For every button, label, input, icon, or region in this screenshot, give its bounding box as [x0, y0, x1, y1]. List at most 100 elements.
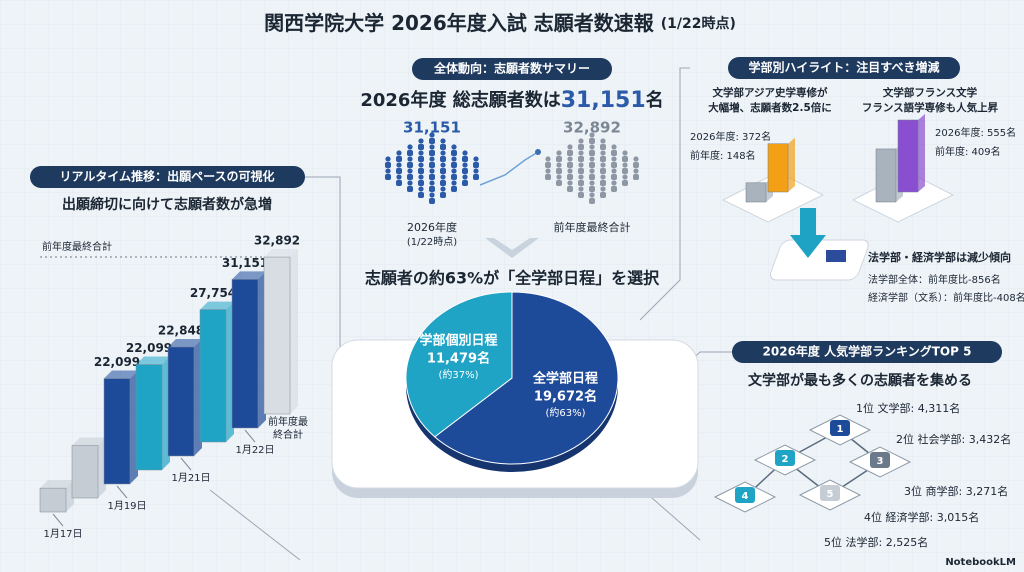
headline-value: 31,151 [561, 88, 646, 113]
decline-line: 法学部全体：前年度比-856名 [868, 273, 1001, 286]
person-head [385, 156, 391, 162]
headline-suffix: 名 [646, 89, 664, 111]
person-head [600, 150, 606, 156]
x-tick-label: 1月17日 [43, 528, 82, 540]
bar-top [232, 271, 266, 280]
trend-dot [535, 149, 541, 155]
highlight-bar-side [918, 114, 925, 192]
person-body [600, 156, 606, 162]
person-body [429, 174, 435, 180]
previous-label: 前年度最終合計 [554, 220, 631, 234]
person-head [633, 168, 639, 174]
highlight-badge [728, 57, 960, 79]
x-label-leader [180, 457, 192, 471]
headline-prefix: 2026年度 総志願者数は [360, 89, 560, 111]
person-head [407, 156, 413, 162]
ranking: 1 1位 文学部: 4,311名 2 2位 社会学部: 3,432名 3 3位 商学部: … [713, 401, 1011, 549]
person-head [407, 144, 413, 150]
highlight-platform [721, 171, 825, 223]
bar-badge-text: リアルタイム推移：出願ペースの可視化 [59, 169, 274, 184]
person-body [611, 150, 617, 156]
person-head [440, 150, 446, 156]
person-body [578, 144, 584, 150]
bar [167, 346, 195, 457]
ranking-badge [732, 341, 1002, 363]
person-body [600, 144, 606, 150]
slice-percent: (約63%) [545, 406, 585, 419]
person-head [451, 168, 457, 174]
person-head [600, 186, 606, 192]
slice-name: 全学部日程 [532, 370, 598, 386]
person-body [622, 180, 628, 186]
person-head [451, 156, 457, 162]
person-body [567, 150, 573, 156]
person-body [556, 156, 562, 162]
person-head [462, 174, 468, 180]
slice-count: 11,479名 [427, 351, 490, 367]
person-head [600, 174, 606, 180]
person-head [567, 156, 573, 162]
person-head [440, 186, 446, 192]
person-body [396, 156, 402, 162]
person-body [440, 192, 446, 198]
person-head [567, 144, 573, 150]
person-head [578, 150, 584, 156]
person-body [429, 198, 435, 204]
person-head [589, 192, 595, 198]
title: 関西学院大学 2026年度入試 志願者数速報 (1/22時点) [264, 11, 736, 35]
x-tick-label: 1月19日 [107, 500, 146, 512]
highlight-previous: 前年度: 409名 [935, 145, 1001, 158]
person-head [396, 174, 402, 180]
person-body [600, 192, 606, 198]
x-tick-label: 前年度最終合計 [268, 417, 308, 441]
highlight-bar-side [788, 137, 795, 192]
slice-name: 学部個別日程 [419, 333, 497, 349]
person-body [556, 168, 562, 174]
person-body [622, 168, 628, 174]
people-icons [385, 132, 639, 204]
person-head [567, 180, 573, 186]
bar [39, 487, 67, 513]
ranking-node-label: 1 [837, 424, 844, 435]
person-head [418, 162, 424, 168]
highlight-title: フランス語学専修も人気上昇 [862, 101, 999, 114]
person-body [567, 174, 573, 180]
bar-top [264, 249, 298, 258]
footer: NotebookLM [945, 557, 1016, 568]
highlight-title: 大幅増、志願者数2.5倍に [708, 101, 832, 114]
person-head [396, 150, 402, 156]
slice-count: 19,672名 [534, 388, 597, 404]
summary-badge [412, 58, 612, 80]
person-head [429, 144, 435, 150]
bar-top [136, 356, 170, 365]
down-chevron [485, 238, 539, 258]
person-body [418, 168, 424, 174]
highlight-previous: 前年度: 148名 [690, 149, 756, 162]
person-body [396, 180, 402, 186]
current-note: (1/22時点) [407, 236, 457, 248]
person-head [473, 156, 479, 162]
person-head [600, 138, 606, 144]
person-head [418, 186, 424, 192]
person-body [567, 186, 573, 192]
person-body [418, 144, 424, 150]
person-body [589, 198, 595, 204]
person-body [429, 138, 435, 144]
pie: 全学部日程 19,672名 (約63%) 学部個別日程 11,479名(約37%) [405, 291, 619, 472]
person-head [440, 138, 446, 144]
person-body [451, 150, 457, 156]
person-body [440, 156, 446, 162]
ranking-item: 3位 商学部: 3,271名 [904, 484, 1008, 498]
person-head [545, 156, 551, 162]
person-body [407, 174, 413, 180]
person-head [440, 162, 446, 168]
person-body [611, 174, 617, 180]
bar-top [72, 437, 106, 446]
previous-value: 32,892 [563, 119, 621, 137]
person-body [418, 180, 424, 186]
x-label-box: 前年度最終合計 [268, 417, 308, 441]
person-head [611, 144, 617, 150]
person-head [451, 180, 457, 186]
person-head [451, 144, 457, 150]
